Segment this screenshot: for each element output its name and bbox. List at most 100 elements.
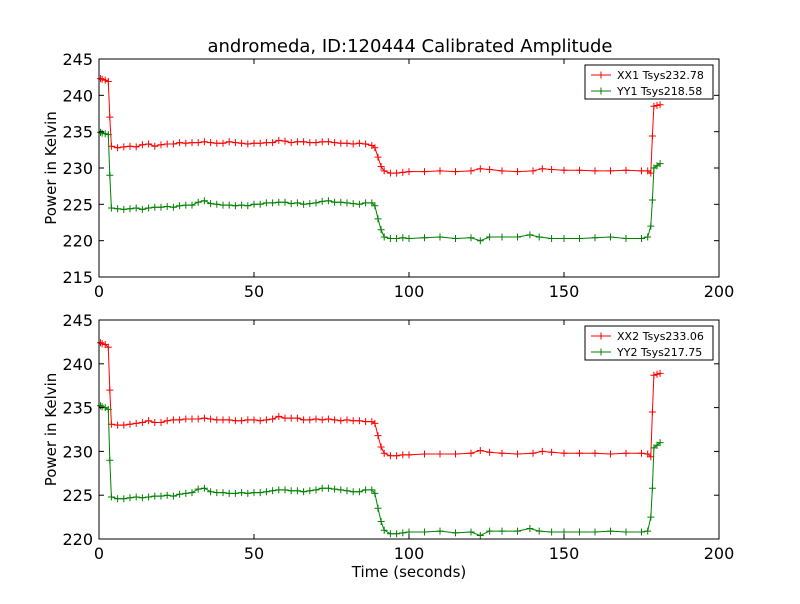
data-point-marker: [182, 415, 190, 423]
data-point-marker: [638, 235, 645, 242]
data-point-marker: [576, 449, 583, 457]
data-point-marker: [647, 513, 655, 521]
data-point-marker: [467, 449, 475, 457]
data-point-marker: [318, 138, 326, 146]
data-point-marker: [244, 416, 252, 424]
data-point-marker: [306, 200, 314, 208]
data-point-marker: [176, 202, 184, 210]
data-point-marker: [312, 199, 320, 207]
x-tick-label: 150: [549, 282, 580, 301]
data-point-marker: [114, 205, 122, 213]
data-point-marker: [343, 416, 351, 424]
data-point-marker: [163, 140, 171, 148]
data-point-marker: [349, 417, 357, 425]
data-point-marker: [368, 418, 376, 426]
y-tick-label: 220: [62, 530, 93, 549]
data-point-marker: [231, 139, 239, 147]
data-point-marker: [349, 140, 357, 148]
data-point-marker: [145, 417, 153, 425]
series-line: [100, 342, 661, 458]
data-point-marker: [169, 492, 177, 500]
data-point-marker: [120, 421, 128, 429]
data-point-marker: [648, 484, 656, 492]
data-point-marker: [98, 403, 106, 411]
data-point-marker: [498, 167, 506, 175]
data-point-marker: [436, 167, 444, 175]
data-point-marker: [287, 487, 295, 495]
data-point-marker: [163, 491, 171, 499]
data-point-marker: [97, 75, 104, 83]
data-point-marker: [182, 489, 190, 497]
y-axis-label: Power in Kelvin: [42, 373, 60, 487]
y-tick-label: 245: [62, 311, 93, 330]
data-point-marker: [145, 493, 153, 501]
y-tick-label: 225: [62, 195, 93, 214]
data-point-marker: [452, 168, 459, 176]
y-tick-label: 235: [62, 399, 93, 418]
data-point-marker: [151, 203, 159, 211]
data-point-marker: [194, 198, 202, 206]
data-point-marker: [324, 415, 332, 423]
y-tick-label: 235: [62, 123, 93, 142]
data-point-marker: [188, 139, 196, 147]
data-point-marker: [138, 494, 146, 502]
data-point-marker: [607, 167, 614, 175]
data-point-marker: [436, 233, 444, 241]
data-point-marker: [355, 417, 363, 425]
data-point-marker: [312, 415, 320, 423]
data-point-marker: [343, 139, 351, 147]
y-tick-label: 240: [62, 355, 93, 374]
data-point-marker: [386, 530, 394, 538]
data-point-marker: [576, 235, 583, 242]
data-point-marker: [371, 419, 379, 427]
data-point-marker: [104, 131, 112, 139]
legend-swatch-marker: [597, 71, 605, 79]
legend: XX2 Tsys233.06 YY2 Tsys217.75: [584, 325, 714, 361]
data-point-marker: [331, 485, 339, 493]
data-point-marker: [281, 137, 289, 145]
data-point-marker: [262, 416, 270, 424]
data-point-marker: [126, 494, 134, 502]
data-point-marker: [114, 495, 122, 503]
data-point-marker: [194, 415, 202, 423]
data-point-marker: [560, 235, 568, 242]
data-point-marker: [377, 518, 385, 525]
data-point-marker: [104, 405, 112, 413]
data-point-marker: [421, 528, 428, 536]
data-point-marker: [377, 443, 385, 451]
data-point-marker: [250, 489, 258, 497]
data-point-marker: [535, 527, 543, 535]
data-point-marker: [399, 234, 407, 242]
data-point-marker: [287, 200, 295, 208]
data-point-marker: [526, 525, 534, 532]
y-tick-label: 230: [62, 159, 93, 178]
data-point-marker: [374, 215, 382, 223]
x-tick-label: 200: [704, 282, 735, 301]
data-point-marker: [182, 201, 190, 209]
data-point-marker: [486, 448, 494, 456]
data-point-marker: [262, 199, 270, 207]
data-point-marker: [104, 343, 112, 351]
data-point-marker: [256, 489, 264, 497]
data-point-marker: [591, 234, 599, 242]
y-tick-label: 225: [62, 486, 93, 505]
data-point-marker: [355, 488, 363, 496]
data-point-marker: [213, 416, 221, 424]
data-point-marker: [362, 486, 370, 494]
data-point-marker: [176, 490, 184, 498]
data-point-marker: [293, 487, 301, 495]
data-point-marker: [337, 198, 345, 206]
data-point-marker: [194, 485, 202, 493]
series-line: [100, 405, 661, 537]
data-point-marker: [132, 204, 140, 212]
data-point-marker: [648, 196, 656, 204]
data-point-marker: [250, 416, 258, 424]
data-point-marker: [386, 169, 394, 177]
data-point-marker: [238, 489, 246, 497]
data-point-marker: [622, 449, 630, 457]
data-point-marker: [576, 528, 583, 536]
data-point-marker: [324, 484, 332, 492]
data-point-marker: [622, 528, 630, 536]
data-point-marker: [238, 201, 246, 209]
data-point-marker: [97, 128, 104, 136]
